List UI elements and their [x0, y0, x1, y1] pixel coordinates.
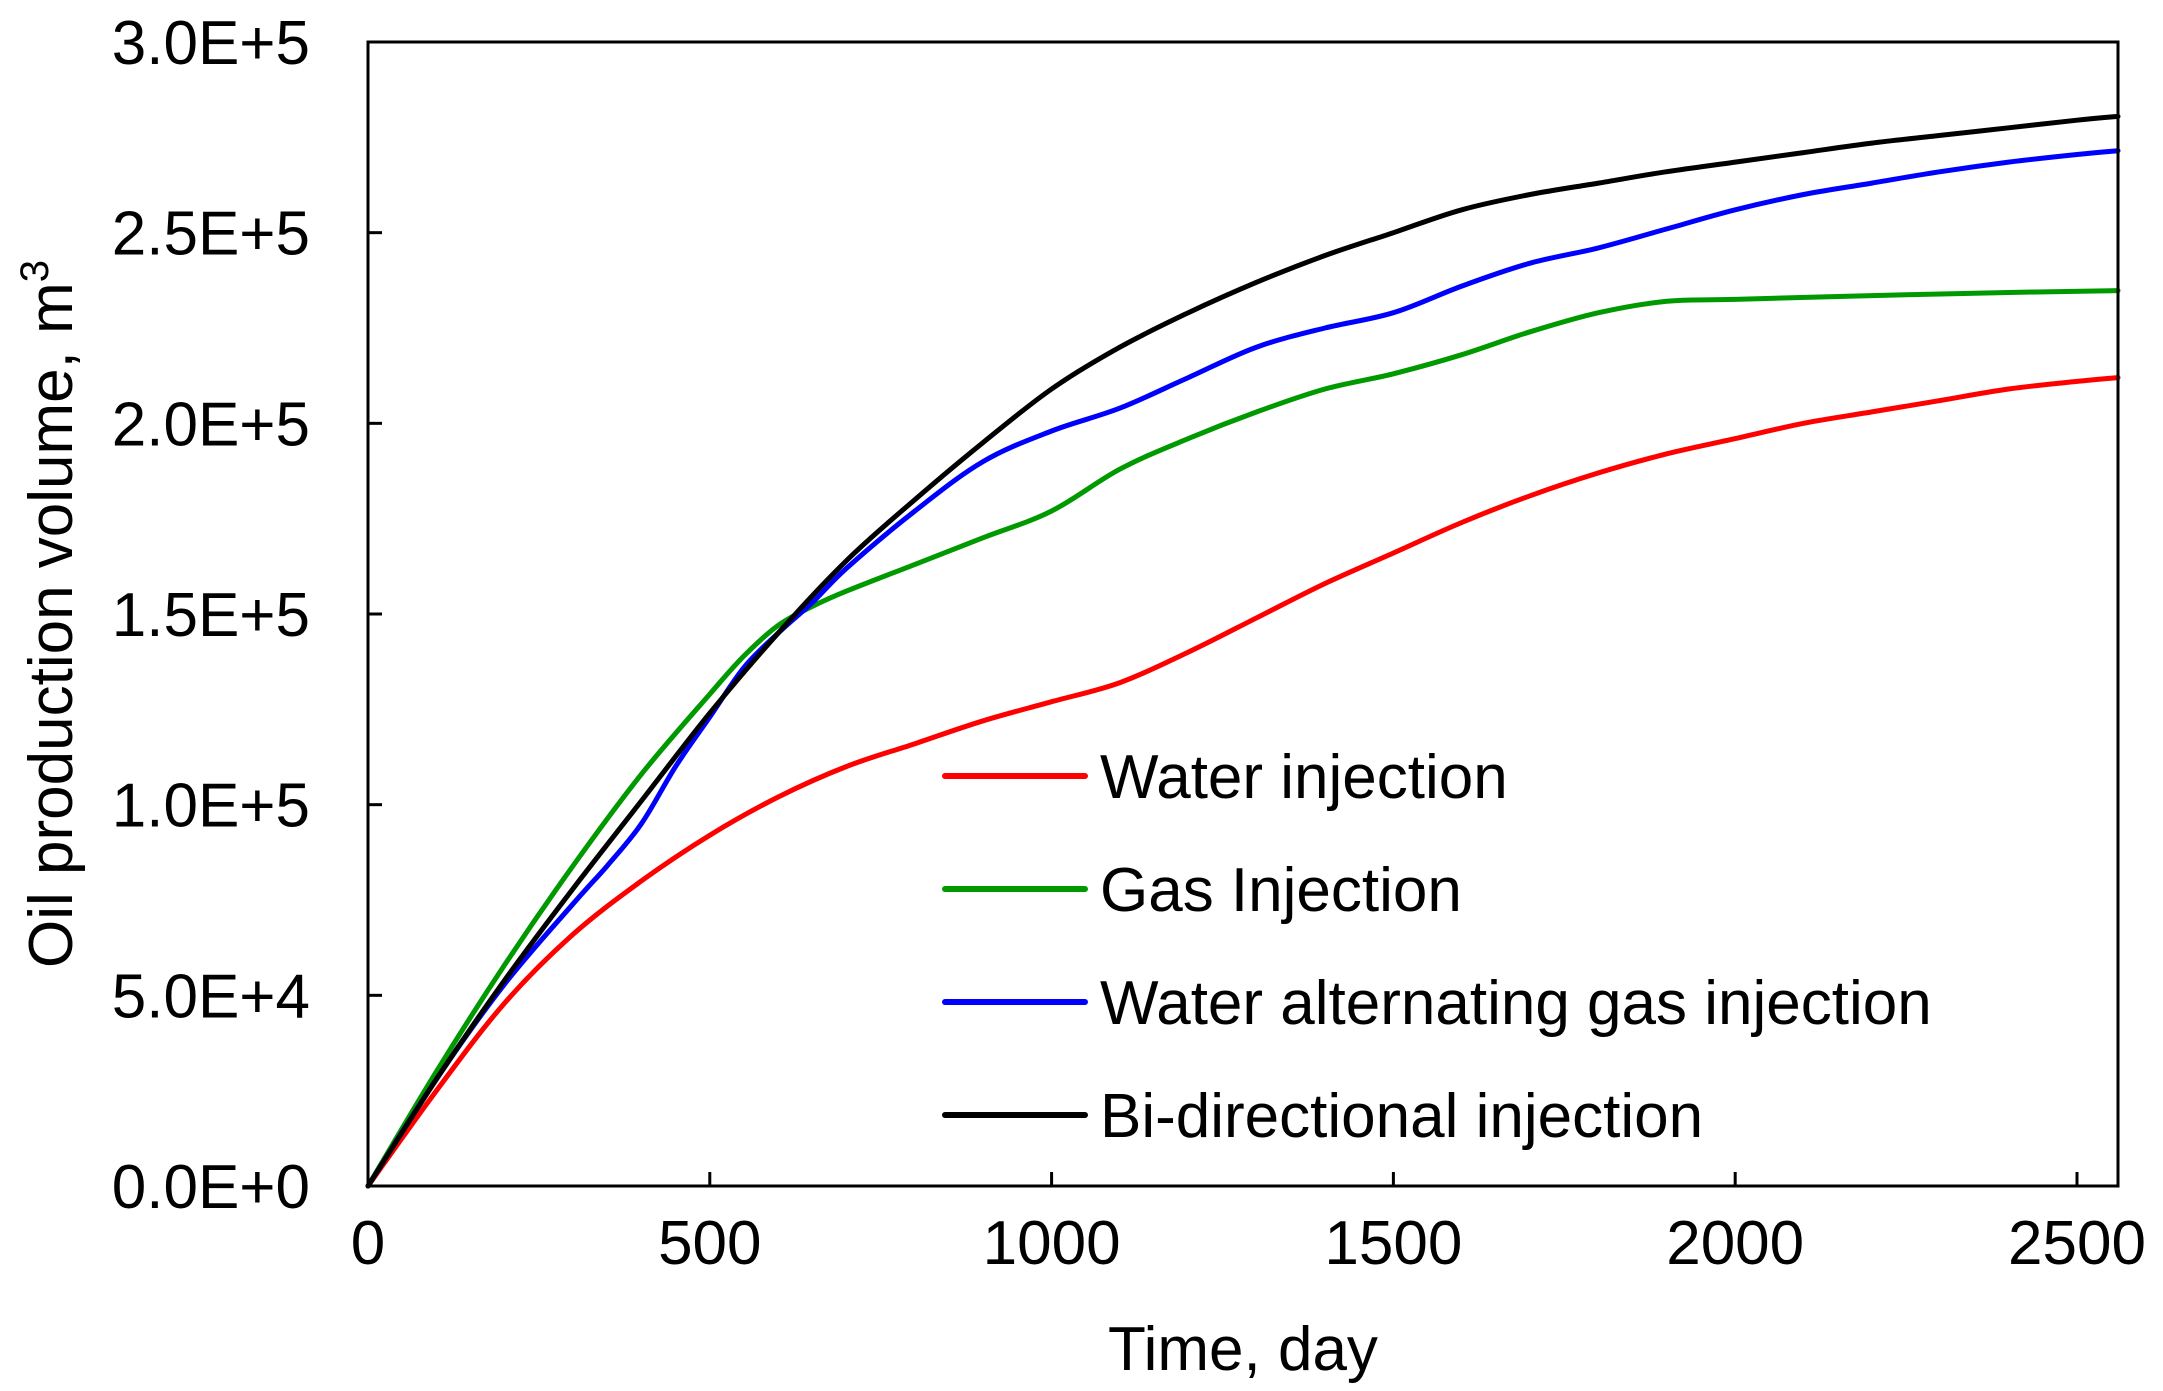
series-line-water-alternating-gas-injection — [365, 148, 2121, 1189]
legend-label: Water injection — [1100, 743, 1508, 812]
y-axis: 0.0E+0 5.0E+4 1.0E+5 1.5E+5 2.0E+5 2.5E+5 3.0E… — [112, 9, 382, 1222]
series-line-bi-directional-injection — [365, 113, 2121, 1189]
legend-item-gas-injection: Gas Injection — [942, 856, 1462, 925]
y-tick-label: 3.0E+5 — [112, 9, 310, 78]
y-axis-title-text: Oil production volume, m — [17, 282, 86, 968]
x-tick-label: 1000 — [983, 1209, 1121, 1278]
y-axis-title: Oil production volume, m3 — [13, 260, 86, 968]
y-tick-label: 0.0E+0 — [112, 1153, 310, 1222]
legend-item-water-injection: Water injection — [942, 743, 1508, 812]
y-axis-title-superscript: 3 — [13, 260, 57, 282]
y-tick-label: 2.5E+5 — [112, 200, 310, 269]
y-tick-label: 5.0E+4 — [112, 962, 310, 1031]
legend-label: Gas Injection — [1100, 856, 1462, 925]
series-layer — [365, 113, 2121, 1189]
legend-item-water-alternating-gas-injection: Water alternating gas injection — [942, 969, 1932, 1038]
series-line-water-injection — [365, 375, 2121, 1189]
legend-label: Water alternating gas injection — [1100, 969, 1932, 1038]
x-tick-label: 2000 — [1666, 1209, 1804, 1278]
x-axis-title: Time, day — [1108, 1315, 1378, 1384]
y-tick-label: 2.0E+5 — [112, 390, 310, 459]
legend-label: Bi-directional injection — [1100, 1082, 1703, 1151]
legend: Water injection Gas Injection Water altern… — [942, 743, 1932, 1151]
legend-item-bi-directional-injection: Bi-directional injection — [942, 1082, 1703, 1151]
y-tick-label: 1.5E+5 — [112, 581, 310, 650]
y-tick-label: 1.0E+5 — [112, 772, 310, 841]
x-tick-label: 2500 — [2008, 1209, 2146, 1278]
x-tick-label: 1500 — [1324, 1209, 1462, 1278]
x-axis: 0 500 1000 1500 2000 2500 — [351, 1172, 2146, 1278]
x-tick-label: 0 — [351, 1209, 385, 1278]
series-line-gas-injection — [365, 288, 2121, 1189]
x-tick-label: 500 — [658, 1209, 761, 1278]
